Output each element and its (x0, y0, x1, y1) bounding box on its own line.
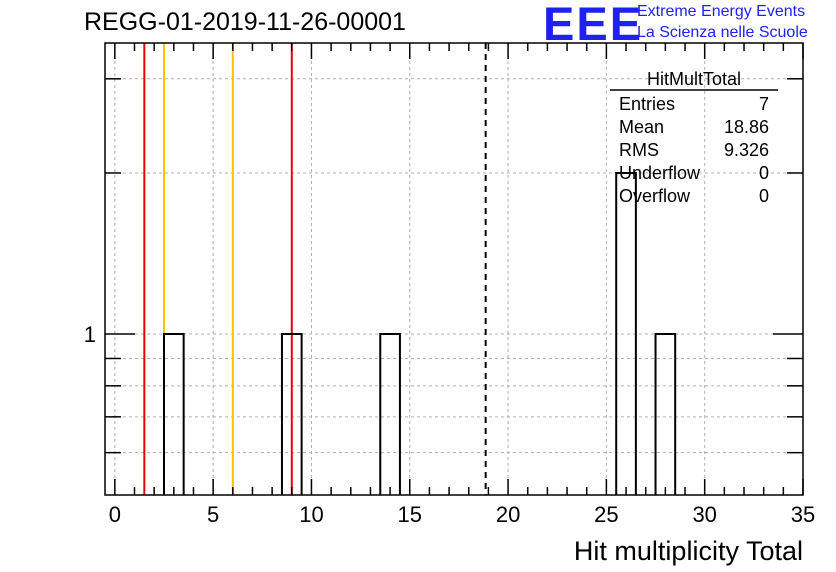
x-tick-label: 20 (496, 502, 520, 527)
logo-subtitle-line2: La Scienza nelle Scuole (637, 24, 808, 41)
axis-ticks-layer (105, 43, 804, 495)
x-axis-title: Hit multiplicity Total (574, 536, 803, 566)
stats-row-label: Underflow (619, 163, 701, 183)
logo-subtitle-line1: Extreme Energy Events (637, 3, 806, 20)
x-tick-label: 35 (791, 502, 815, 527)
stats-box: HitMultTotal Entries 7 Mean 18.86 RMS 9.326 Und… (610, 69, 778, 206)
histogram-bin (654, 332, 677, 495)
x-tick-label: 15 (398, 502, 422, 527)
histogram-bin (162, 332, 185, 495)
y-tick-label: 1 (84, 322, 96, 347)
histogram-bin (280, 332, 303, 495)
stats-box-title: HitMultTotal (647, 69, 741, 89)
plot-title: REGG-01-2019-11-26-00001 (84, 8, 406, 36)
grid-layer (105, 43, 804, 495)
x-tick-label: 25 (594, 502, 618, 527)
stats-row-label: Overflow (619, 186, 691, 206)
stats-row-label: Entries (619, 94, 675, 114)
stats-row-value: 0 (759, 163, 769, 183)
plot-frame (104, 42, 804, 496)
x-tick-label: 30 (692, 502, 716, 527)
stats-row-value: 7 (759, 94, 769, 114)
x-tick-label: 10 (299, 502, 323, 527)
x-tick-label: 5 (207, 502, 219, 527)
stats-row-value: 0 (759, 186, 769, 206)
x-tick-label: 0 (109, 502, 121, 527)
marker-lines-layer (143, 43, 487, 495)
stats-row-value: 18.86 (724, 117, 769, 137)
stats-row-label: Mean (619, 117, 664, 137)
stats-row-value: 9.326 (724, 140, 769, 160)
histogram-bars-layer (162, 171, 677, 495)
histogram-bin (615, 171, 637, 495)
eee-logo: EEE (543, 0, 644, 50)
tick-labels-layer: 0 5 10 15 20 25 30 35 1 (84, 322, 815, 527)
histogram-bin (379, 332, 401, 495)
stats-row-label: RMS (619, 140, 659, 160)
